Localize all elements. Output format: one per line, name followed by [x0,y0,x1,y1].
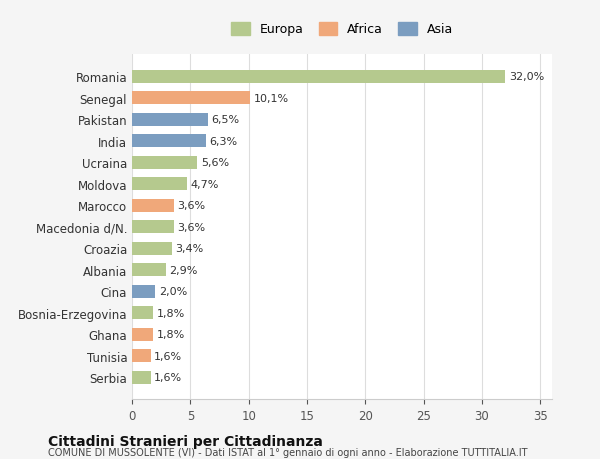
Text: COMUNE DI MUSSOLENTE (VI) - Dati ISTAT al 1° gennaio di ogni anno - Elaborazione: COMUNE DI MUSSOLENTE (VI) - Dati ISTAT a… [48,448,527,458]
Bar [132,371,151,384]
Bar [132,328,153,341]
Bar [132,92,250,105]
Text: 5,6%: 5,6% [201,158,229,168]
Text: 3,4%: 3,4% [175,244,203,254]
Bar [132,71,505,84]
Bar [132,349,151,362]
Legend: Europa, Africa, Asia: Europa, Africa, Asia [224,17,460,43]
Bar [132,135,205,148]
Text: 10,1%: 10,1% [253,94,289,104]
Text: Cittadini Stranieri per Cittadinanza: Cittadini Stranieri per Cittadinanza [48,434,323,448]
Text: 6,3%: 6,3% [209,136,237,146]
Text: 6,5%: 6,5% [211,115,239,125]
Bar [132,199,174,212]
Bar [132,178,187,191]
Text: 1,6%: 1,6% [154,372,182,382]
Bar [132,221,174,234]
Bar [132,285,155,298]
Text: 1,8%: 1,8% [157,330,185,339]
Bar [132,307,153,319]
Text: 2,9%: 2,9% [169,265,198,275]
Text: 2,0%: 2,0% [159,286,187,297]
Text: 32,0%: 32,0% [509,72,544,82]
Text: 4,7%: 4,7% [190,179,219,189]
Text: 3,6%: 3,6% [178,222,206,232]
Bar [132,157,197,169]
Text: 1,8%: 1,8% [157,308,185,318]
Bar [132,242,172,255]
Text: 3,6%: 3,6% [178,201,206,211]
Text: 1,6%: 1,6% [154,351,182,361]
Bar [132,113,208,127]
Bar [132,263,166,276]
